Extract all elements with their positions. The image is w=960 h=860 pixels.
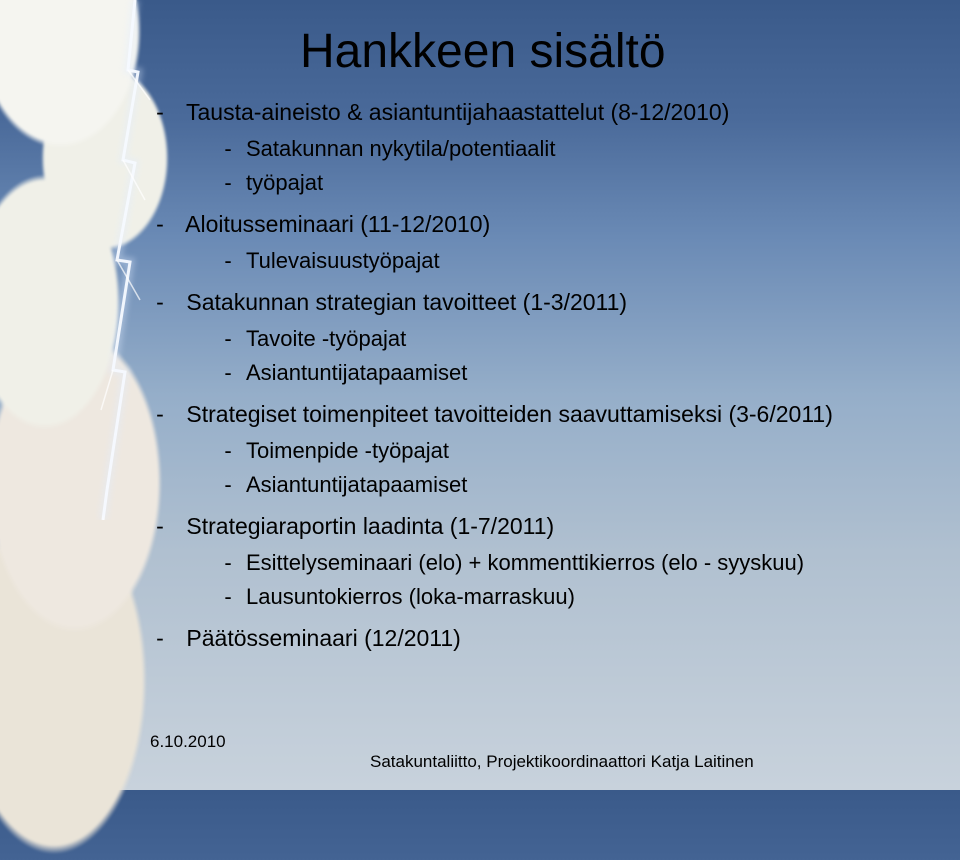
item-text: Lausuntokierros (loka-marraskuu) [246,584,575,609]
list-item: Asiantuntijatapaamiset [210,358,940,388]
list-item: Päätösseminaari (12/2011) [140,622,940,654]
list-item: Satakunnan strategian tavoitteet (1-3/20… [140,286,940,388]
item-text: Tavoite -työpajat [246,326,406,351]
list-item: Lausuntokierros (loka-marraskuu) [210,582,940,612]
item-text: työpajat [246,170,323,195]
item-text: Aloitusseminaari (11-12/2010) [185,211,490,237]
item-text: Tausta-aineisto & asiantuntijahaastattel… [186,99,729,125]
list-item: Tulevaisuustyöpajat [210,246,940,276]
footer-credit: Satakuntaliitto, Projektikoordinaattori … [370,752,754,772]
page-title: Hankkeen sisältö [300,24,666,79]
list-item: Satakunnan nykytila/potentiaalit [210,134,940,164]
item-text: Strategiset toimenpiteet tavoitteiden sa… [186,401,832,427]
list-item: Strategiset toimenpiteet tavoitteiden sa… [140,398,940,500]
item-text: Esittelyseminaari (elo) + kommenttikierr… [246,550,804,575]
list-item: Asiantuntijatapaamiset [210,470,940,500]
item-text: Satakunnan nykytila/potentiaalit [246,136,555,161]
item-text: Toimenpide -työpajat [246,438,449,463]
list-item: Aloitusseminaari (11-12/2010) Tulevaisuu… [140,208,940,276]
list-item: Strategiaraportin laadinta (1-7/2011) Es… [140,510,940,612]
footer-date: 6.10.2010 [150,732,226,752]
item-text: Satakunnan strategian tavoitteet (1-3/20… [186,289,627,315]
list-item: Esittelyseminaari (elo) + kommenttikierr… [210,548,940,578]
list-item: Toimenpide -työpajat [210,436,940,466]
list-item: Tavoite -työpajat [210,324,940,354]
item-text: Asiantuntijatapaamiset [246,360,467,385]
outline-list: Tausta-aineisto & asiantuntijahaastattel… [140,96,940,664]
list-item: Tausta-aineisto & asiantuntijahaastattel… [140,96,940,198]
item-text: Päätösseminaari (12/2011) [186,625,460,651]
item-text: Strategiaraportin laadinta (1-7/2011) [186,513,554,539]
slide-content: Hankkeen sisältö Tausta-aineisto & asian… [0,0,960,790]
list-item: työpajat [210,168,940,198]
item-text: Tulevaisuustyöpajat [246,248,440,273]
item-text: Asiantuntijatapaamiset [246,472,467,497]
